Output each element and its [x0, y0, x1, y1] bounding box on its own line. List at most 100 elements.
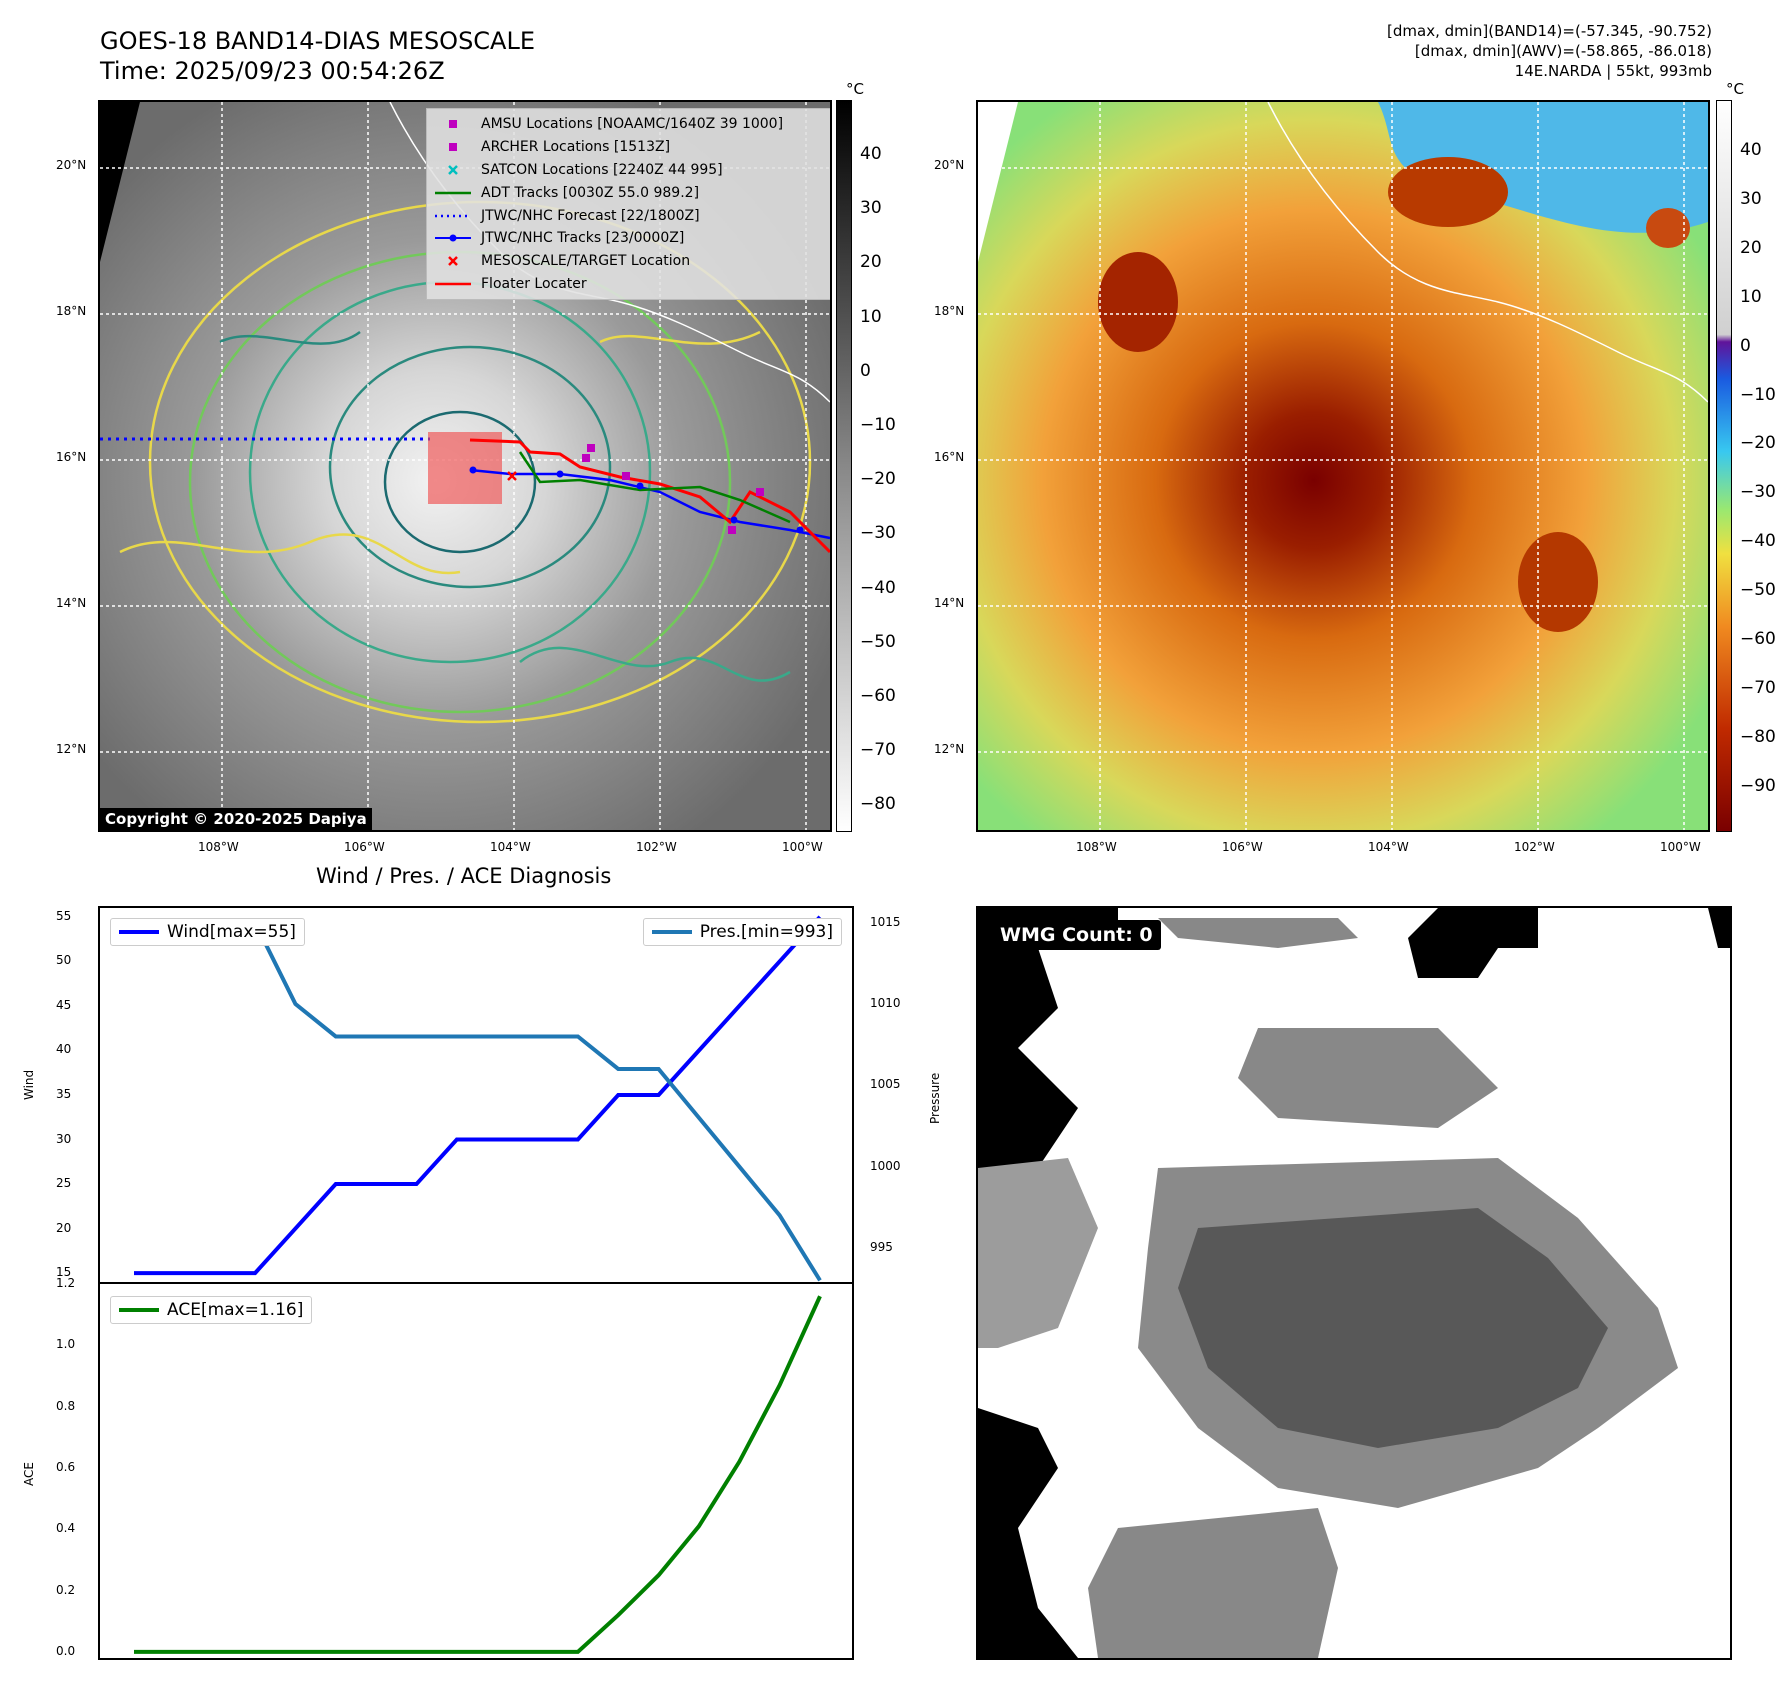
- ace-series-line: [134, 1295, 822, 1654]
- ir-map-panel: Copyright © 2020-2025 Dapiya AMSU Locati…: [98, 100, 832, 832]
- wind-tick-label: 20: [56, 1220, 72, 1235]
- wind-tick-label: 35: [56, 1087, 72, 1101]
- lat-label: 12°N: [934, 742, 965, 756]
- lon-label: 108°W: [198, 840, 239, 854]
- colorbar-tick: 40: [860, 144, 882, 164]
- colorbar-tick: −60: [1740, 629, 1776, 649]
- wind-tick-label: 45: [56, 997, 72, 1012]
- pres-tick-label: 1000: [870, 1158, 901, 1173]
- lon-label: 106°W: [344, 840, 385, 854]
- ace-axis-label: ACE: [22, 1462, 36, 1486]
- legend-item: ADT Tracks [0030Z 55.0 989.2]: [435, 181, 827, 204]
- legend-item: JTWC/NHC Tracks [23/0000Z]: [435, 227, 827, 250]
- wind-tick-label: 15: [56, 1265, 72, 1280]
- lon-label: 100°W: [782, 840, 823, 854]
- legend-label: JTWC/NHC Tracks [23/0000Z]: [481, 230, 685, 247]
- legend-label: JTWC/NHC Forecast [22/1800Z]: [481, 207, 700, 224]
- colorbar-tick: −70: [860, 740, 896, 761]
- legend-item: JTWC/NHC Forecast [22/1800Z]: [435, 204, 827, 227]
- colorbar-tick: −80: [1740, 726, 1776, 747]
- lat-label: 14°N: [56, 596, 87, 610]
- pres-tick-label: 1015: [870, 914, 901, 929]
- diag-title: Wind / Pres. / ACE Diagnosis: [316, 864, 612, 888]
- wind-tick-label: 25: [56, 1176, 72, 1191]
- pres-tick-label: 1010: [870, 995, 901, 1010]
- lat-label: 16°N: [934, 450, 965, 464]
- lon-label: 104°W: [490, 840, 531, 854]
- legend-symbol: [435, 253, 471, 269]
- legend-item: ARCHER Locations [1513Z]: [435, 136, 827, 159]
- colorbar-tick: 0: [1740, 335, 1751, 356]
- legend-item: AMSU Locations [NOAAMC/1640Z 39 1000]: [435, 113, 827, 136]
- colorbar-tick: −70: [1740, 677, 1776, 698]
- lat-label: 20°N: [56, 158, 87, 172]
- lon-label: 102°W: [636, 840, 677, 854]
- awv-map-panel: [976, 100, 1710, 832]
- colorbar-tick: −80: [860, 794, 896, 815]
- lon-label: 100°W: [1660, 840, 1701, 854]
- ace-tick-label: 0.6: [56, 1459, 76, 1474]
- colorbar-tick: 30: [1740, 188, 1762, 209]
- pres-tick-label: 995: [870, 1239, 893, 1254]
- colorbar-tick: −50: [860, 631, 896, 652]
- wind-axis-label: Wind: [22, 1069, 36, 1100]
- dmax-band14: [dmax, dmin](BAND14)=(-57.345, -90.752): [1387, 22, 1712, 40]
- legend-item: MESOSCALE/TARGET Location: [435, 250, 827, 273]
- copyright-badge: Copyright © 2020-2025 Dapiya: [100, 808, 372, 830]
- ace-tick-label: 0.0: [56, 1643, 76, 1658]
- colorbar-tick: −60: [860, 686, 896, 706]
- colorbar-tick: −30: [1740, 482, 1776, 503]
- pressure-series-line: [134, 920, 822, 1282]
- timestamp: Time: 2025/09/23 00:54:26Z: [100, 57, 445, 85]
- ace-panel: ACE[max=1.16]: [98, 1282, 854, 1660]
- colorbar-tick: 20: [860, 252, 882, 273]
- wind-tick-label: 55: [56, 908, 72, 923]
- wind-legend-label: Wind[max=55]: [167, 922, 296, 942]
- colorbar-tick: 10: [1740, 286, 1762, 307]
- ace-tick-label: 0.4: [56, 1521, 76, 1536]
- legend-label: Floater Locater: [481, 275, 587, 292]
- legend-symbol: [435, 116, 471, 132]
- legend-label: ARCHER Locations [1513Z]: [481, 139, 671, 156]
- ace-plot: [134, 1295, 822, 1654]
- colorbar-tick: −10: [860, 415, 896, 435]
- left-colorbar-unit: °C: [846, 80, 864, 98]
- wind-tick-label: 40: [56, 1042, 72, 1057]
- ace-tick-label: 0.2: [56, 1582, 76, 1597]
- pres-legend: Pres.[min=993]: [642, 918, 842, 946]
- map-legend: AMSU Locations [NOAAMC/1640Z 39 1000] ARC…: [426, 108, 830, 301]
- ace-legend-label: ACE[max=1.16]: [167, 1300, 304, 1320]
- wmg-image: [978, 908, 1730, 1658]
- ace-tick-label: 0.8: [56, 1398, 76, 1413]
- lon-label: 108°W: [1076, 840, 1117, 854]
- legend-symbol: [435, 185, 471, 201]
- legend-label: MESOSCALE/TARGET Location: [481, 253, 691, 270]
- colorbar-tick: 20: [1740, 237, 1762, 258]
- ace-tick-label: 1.2: [56, 1276, 76, 1290]
- colorbar-tick: 30: [860, 198, 882, 219]
- right-colorbar: [1716, 100, 1732, 832]
- lon-label: 104°W: [1368, 840, 1409, 854]
- wmg-panel: WMG Count: 0: [976, 906, 1732, 1660]
- ace-tick-label: 1.0: [56, 1337, 76, 1352]
- colorbar-tick: −40: [1740, 531, 1776, 552]
- colorbar-tick: −50: [1740, 580, 1776, 601]
- dmax-awv: [dmax, dmin](AWV)=(-58.865, -86.018): [1414, 42, 1712, 60]
- wind-tick-label: 50: [56, 953, 72, 968]
- legend-label: AMSU Locations [NOAAMC/1640Z 39 1000]: [481, 116, 784, 133]
- colorbar-tick: −30: [860, 523, 896, 544]
- lat-label: 16°N: [56, 450, 87, 464]
- colorbar-tick: −40: [860, 577, 896, 598]
- wind-series-line: [134, 915, 822, 1276]
- legend-item: SATCON Locations [2240Z 44 995]: [435, 159, 827, 182]
- floater-box: [428, 432, 502, 504]
- wind-pres-plot: [134, 915, 822, 1282]
- legend-symbol: [435, 230, 471, 246]
- legend-label: SATCON Locations [2240Z 44 995]: [481, 161, 723, 178]
- lat-label: 14°N: [934, 596, 965, 610]
- left-colorbar: [836, 100, 852, 832]
- legend-symbol: [435, 208, 471, 224]
- wmg-count-badge: WMG Count: 0: [992, 920, 1161, 950]
- colorbar-tick: 10: [860, 306, 882, 327]
- ace-legend: ACE[max=1.16]: [110, 1296, 313, 1324]
